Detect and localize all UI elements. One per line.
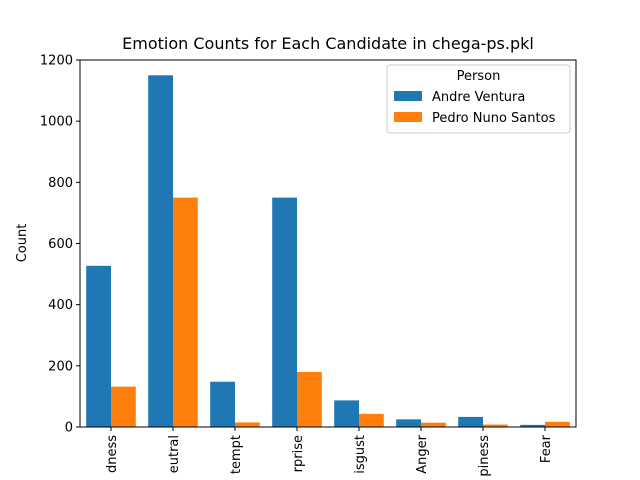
bar-1-5 xyxy=(421,422,446,427)
bar-0-0 xyxy=(86,265,111,427)
x-tick-label-3: rprise xyxy=(291,435,306,472)
bar-0-5 xyxy=(396,419,421,427)
bar-1-2 xyxy=(235,422,260,427)
legend-label-0: Andre Ventura xyxy=(432,90,525,105)
x-tick-label-0: dness xyxy=(105,435,120,473)
y-axis-label: Count xyxy=(15,224,30,263)
y-tick-label-1: 200 xyxy=(48,359,73,374)
bar-1-3 xyxy=(297,371,322,427)
y-tick-label-6: 1200 xyxy=(40,54,73,69)
bar-1-0 xyxy=(111,386,136,427)
bar-1-1 xyxy=(173,197,198,427)
y-tick-label-4: 800 xyxy=(48,176,73,191)
legend-box xyxy=(386,64,571,134)
chart-title: Emotion Counts for Each Candidate in che… xyxy=(122,34,534,53)
bar-0-6 xyxy=(458,416,483,427)
bar-1-4 xyxy=(359,413,384,427)
plot-frame xyxy=(79,59,577,428)
x-tick-label-4: isgust xyxy=(353,435,368,474)
y-tick-label-5: 1000 xyxy=(40,115,73,130)
y-axis: 0 200 400 600 800 1000 1200 xyxy=(40,54,80,436)
legend-swatch-0 xyxy=(394,91,422,101)
x-tick-label-2: tempt xyxy=(229,435,244,474)
y-tick-label-2: 400 xyxy=(48,298,73,313)
bar-0-2 xyxy=(210,381,235,427)
bars-group xyxy=(86,75,570,428)
y-tick-label-3: 600 xyxy=(48,237,73,252)
x-tick-label-5: Anger xyxy=(415,434,430,473)
bar-0-7 xyxy=(520,424,545,427)
bar-0-1 xyxy=(148,75,173,428)
legend-swatch-1 xyxy=(394,112,422,122)
x-tick-label-7: Fear xyxy=(539,434,554,463)
x-axis: dness eutral tempt rprise isgust Anger piness F… xyxy=(105,427,554,477)
legend-title: Person xyxy=(457,69,501,84)
x-tick-label-1: eutral xyxy=(167,435,182,473)
x-tick-label-6: piness xyxy=(477,435,492,477)
bar-1-7 xyxy=(545,421,570,427)
legend: Person Andre Ventura Pedro Nuno Santos xyxy=(386,64,571,134)
y-tick-label-0: 0 xyxy=(65,421,73,436)
bar-1-6 xyxy=(483,424,508,427)
bar-0-4 xyxy=(334,400,359,427)
legend-label-1: Pedro Nuno Santos xyxy=(432,111,556,126)
bar-0-3 xyxy=(272,197,297,427)
